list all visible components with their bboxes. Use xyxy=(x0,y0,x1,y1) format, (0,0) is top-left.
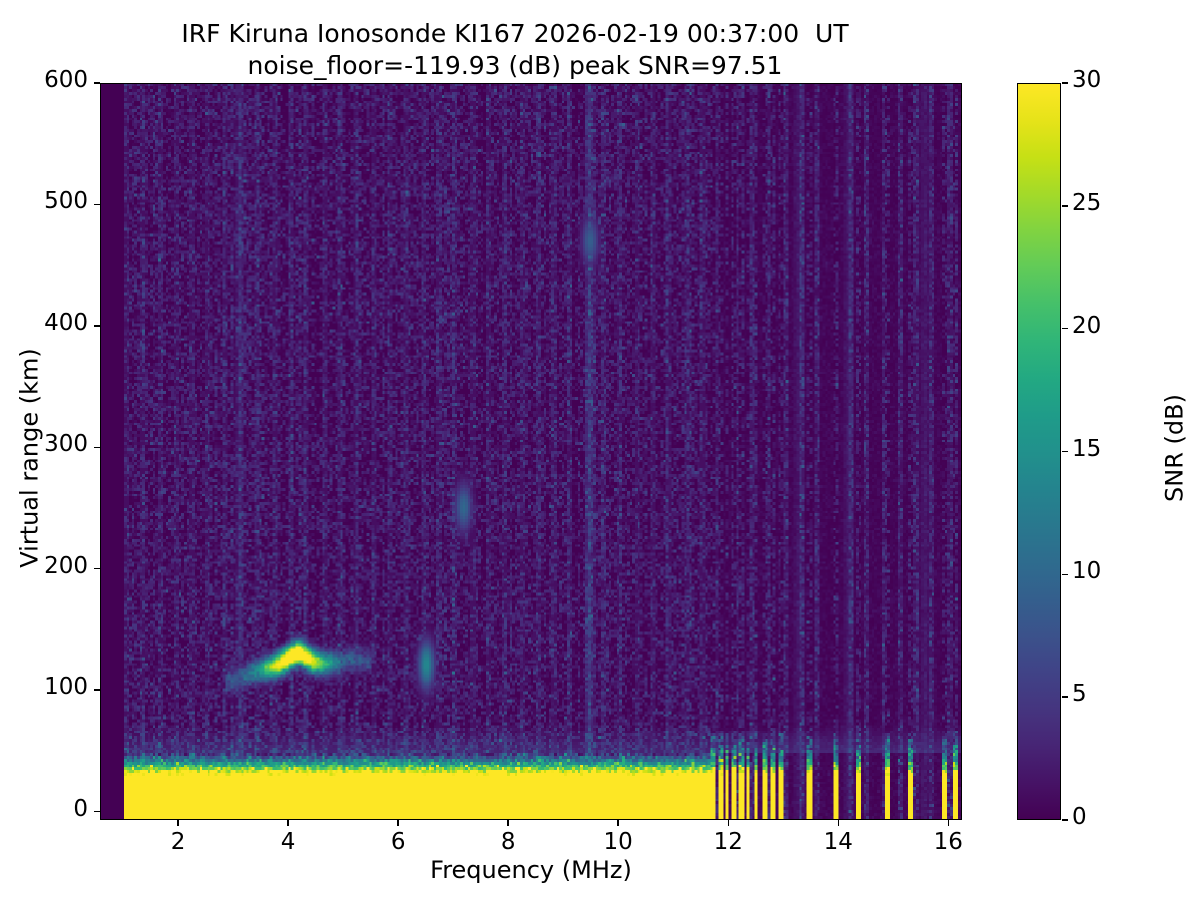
colorbar-tick xyxy=(1062,819,1068,821)
x-tick xyxy=(507,820,509,826)
colorbar-tick xyxy=(1062,450,1068,453)
y-tick-label: 100 xyxy=(44,674,88,701)
plot-area xyxy=(100,83,962,820)
y-tick-label: 300 xyxy=(44,431,88,458)
colorbar-tick-label: 10 xyxy=(1072,558,1102,585)
y-tick xyxy=(94,446,100,448)
x-tick xyxy=(287,820,289,826)
y-tick-label: 200 xyxy=(44,552,88,579)
x-tick-label: 4 xyxy=(280,829,296,855)
x-tick xyxy=(617,820,619,826)
colorbar-tick-label: 30 xyxy=(1072,67,1102,93)
colorbar-label: SNR (dB) xyxy=(1160,394,1189,502)
y-tick xyxy=(94,810,100,813)
colorbar-tick xyxy=(1062,696,1068,698)
y-tick xyxy=(94,325,100,327)
x-tick xyxy=(727,820,729,826)
x-tick-label: 14 xyxy=(823,829,853,855)
colorbar-gradient xyxy=(1018,84,1060,819)
colorbar-tick-label: 25 xyxy=(1072,189,1102,216)
x-tick-label: 12 xyxy=(713,829,743,855)
y-tick xyxy=(94,203,100,206)
y-tick xyxy=(94,689,100,691)
x-tick-label: 8 xyxy=(500,829,516,855)
x-tick xyxy=(177,820,179,826)
colorbar-tick-label: 15 xyxy=(1072,435,1102,462)
y-tick-label: 0 xyxy=(73,795,88,822)
colorbar-tick-label: 5 xyxy=(1072,681,1087,708)
y-tick-label: 600 xyxy=(44,67,88,93)
colorbar-tick xyxy=(1062,205,1068,207)
figure-title: IRF Kiruna Ionosonde KI167 2026-02-19 00… xyxy=(0,18,1030,82)
colorbar xyxy=(1017,83,1061,820)
colorbar-tick-label: 20 xyxy=(1072,312,1102,339)
y-tick-label: 500 xyxy=(44,188,88,215)
y-axis-ticks: 0 100 200 300 400 500 600 xyxy=(0,0,100,900)
y-tick xyxy=(94,82,100,84)
y-axis-label: Virtual range (km) xyxy=(15,348,44,568)
y-tick xyxy=(94,567,100,570)
x-tick-label: 6 xyxy=(390,829,406,855)
x-tick xyxy=(947,820,949,826)
ionogram-heatmap xyxy=(101,84,961,819)
x-tick xyxy=(837,820,839,826)
x-tick-label: 16 xyxy=(933,829,963,855)
x-axis-label: Frequency (MHz) xyxy=(430,856,632,884)
title-line-2: noise_floor=-119.93 (dB) peak SNR=97.51 xyxy=(247,51,783,80)
colorbar-tick xyxy=(1062,82,1068,84)
colorbar-tick-label: 0 xyxy=(1072,804,1087,830)
title-line-1: IRF Kiruna Ionosonde KI167 2026-02-19 00… xyxy=(181,19,849,48)
colorbar-tick xyxy=(1062,573,1068,576)
x-tick-label: 2 xyxy=(170,829,186,855)
colorbar-tick xyxy=(1062,327,1068,330)
x-tick xyxy=(397,820,399,826)
x-tick-label: 10 xyxy=(603,829,633,855)
y-tick-label: 400 xyxy=(44,309,88,336)
